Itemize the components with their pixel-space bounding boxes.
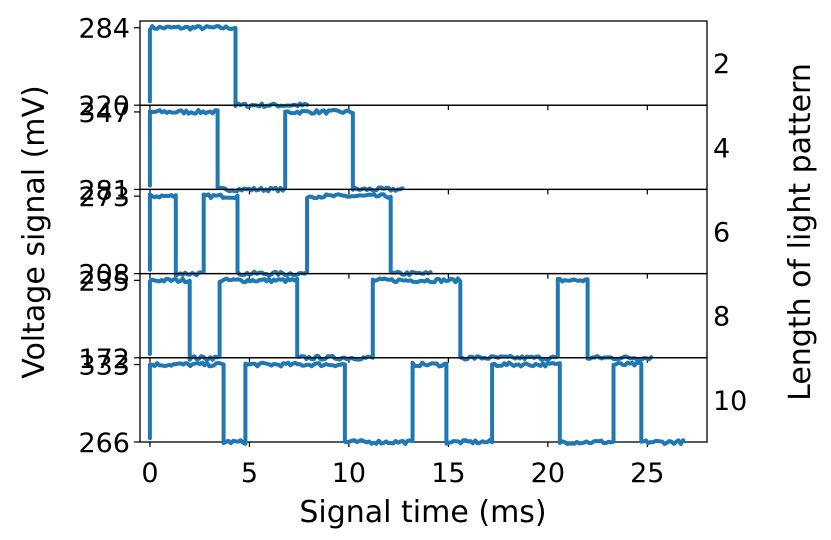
- signal-line-10: [147, 360, 686, 446]
- signal-line-4: [147, 108, 405, 194]
- y-tick-label-low: 172: [78, 344, 130, 375]
- y-tick-label-high: 235: [78, 266, 130, 297]
- panel-4: 347 281 4: [78, 98, 730, 206]
- signal-line-2: [147, 24, 310, 109]
- x-axis: 0 5 10 15 20 25: [141, 458, 664, 489]
- y-tick-label-low: 220: [78, 91, 130, 122]
- panel-frame: [139, 20, 708, 106]
- panel-10: 333 266 10: [78, 351, 747, 459]
- x-tick-label: 10: [332, 458, 366, 489]
- signal-line-8: [147, 276, 654, 362]
- pattern-length-label: 8: [713, 302, 730, 333]
- y-tick-label-high: 333: [78, 351, 130, 382]
- panel-frame: [139, 272, 708, 359]
- x-axis-label: Signal time (ms): [299, 495, 546, 530]
- y-tick-label-low: 281: [78, 175, 130, 206]
- panel-frame: [139, 188, 708, 275]
- pattern-length-label: 6: [713, 218, 730, 249]
- panel-frame: [139, 357, 708, 443]
- pattern-length-label: 4: [713, 133, 730, 164]
- panel-frame: [139, 104, 708, 191]
- panel-8: 235 172 8: [78, 266, 730, 374]
- y-axis-label: Voltage signal (mV): [17, 85, 52, 379]
- y-tick-label-high: 284: [78, 14, 130, 45]
- pattern-length-label: 10: [713, 386, 747, 417]
- x-tick-label: 5: [241, 458, 258, 489]
- panel-2: 284 220 2: [78, 14, 730, 122]
- signal-line-6: [147, 192, 433, 278]
- y-tick-label-low: 266: [78, 428, 130, 459]
- y-tick-label-high: 273: [78, 182, 130, 213]
- x-tick-label: 25: [630, 458, 664, 489]
- y-tick-label-low: 208: [78, 260, 130, 291]
- x-tick-label: 15: [431, 458, 465, 489]
- pattern-length-label: 2: [713, 49, 730, 80]
- right-axis-label: Length of light pattern: [783, 63, 818, 401]
- panels-group: 284 220 2 347 281 4 273 208 6 235 172 8 333 266 10: [78, 14, 747, 459]
- y-tick-label-high: 347: [78, 98, 130, 129]
- panel-6: 273 208 6: [78, 182, 730, 290]
- x-tick-label: 20: [531, 458, 565, 489]
- x-tick-label: 0: [141, 458, 158, 489]
